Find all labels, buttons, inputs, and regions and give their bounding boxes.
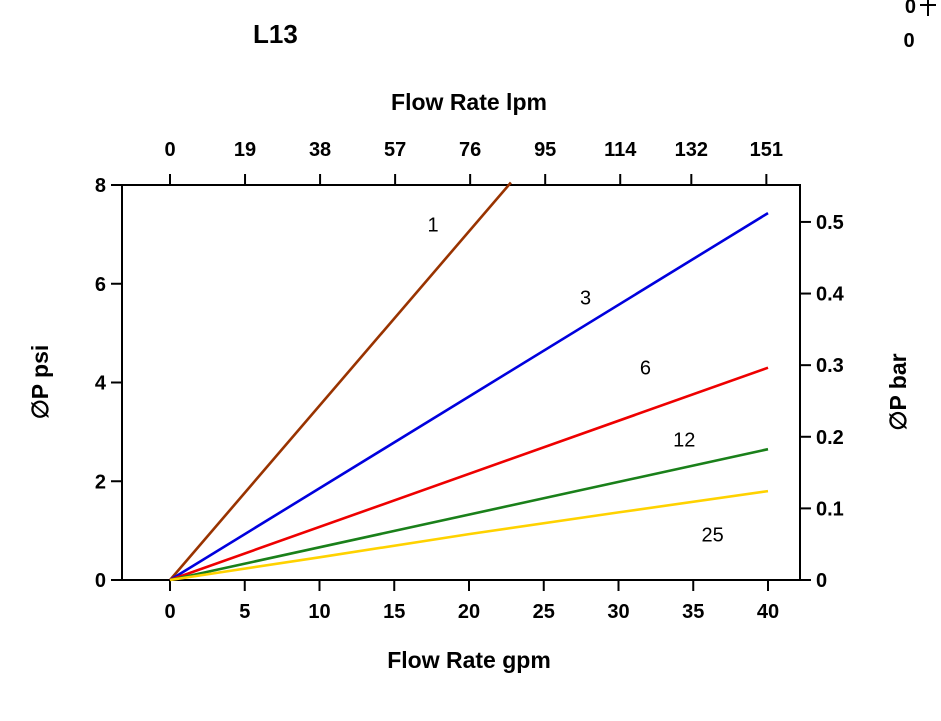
left-tick-label: 4: [95, 373, 107, 395]
top-tick-label: 132: [675, 139, 708, 161]
corner-fragment: 0 0: [903, 0, 936, 52]
left-tick-label: 6: [95, 274, 106, 296]
right-tick-label: 0.4: [816, 284, 845, 306]
top-axis: Flow Rate lpm 0 19 38 57 76 95 114 132 151: [164, 89, 783, 185]
bottom-tick-label: 30: [607, 601, 629, 623]
series-label-25: 25: [702, 525, 724, 547]
top-tick-label: 0: [164, 139, 175, 161]
series-label-3: 3: [580, 288, 591, 310]
bottom-tick-label: 20: [458, 601, 480, 623]
top-axis-ticks: 0 19 38 57 76 95 114 132 151: [164, 139, 783, 185]
top-tick-label: 95: [534, 139, 556, 161]
fragment-top-label: 0: [905, 0, 916, 18]
right-axis-title: ∅P bar: [885, 353, 911, 430]
series-labels: 1 3 6 12 25: [428, 215, 724, 547]
left-tick-label: 8: [95, 175, 106, 197]
top-tick-label: 76: [459, 139, 481, 161]
series-line-1: [169, 181, 512, 581]
plot-box: [121, 184, 801, 581]
series-line-3: [169, 211, 769, 582]
right-tick-label: 0.1: [816, 498, 844, 520]
top-tick-label: 57: [384, 139, 406, 161]
right-tick-label: 0: [816, 570, 827, 592]
bottom-tick-label: 40: [757, 601, 779, 623]
series-line-12: [169, 447, 769, 582]
top-tick-label: 151: [750, 139, 783, 161]
chart-title: L13: [253, 19, 298, 49]
series-line-6: [169, 366, 769, 582]
bottom-tick-label: 25: [533, 601, 555, 623]
right-tick-label: 0.3: [816, 355, 844, 377]
series-label-12: 12: [673, 429, 695, 451]
top-axis-title: Flow Rate lpm: [391, 89, 547, 115]
series-lines: [169, 181, 769, 582]
bottom-tick-label: 10: [308, 601, 330, 623]
top-tick-label: 114: [604, 139, 637, 161]
bottom-tick-label: 35: [682, 601, 704, 623]
series-line-25: [169, 489, 769, 582]
bottom-axis-title: Flow Rate gpm: [387, 647, 551, 673]
bottom-tick-label: 0: [164, 601, 175, 623]
left-axis-ticks: 0 2 4 6 8: [95, 175, 122, 592]
right-tick-label: 0.5: [816, 212, 844, 234]
fragment-bottom-label: 0: [903, 30, 914, 52]
series-label-1: 1: [428, 215, 439, 237]
bottom-tick-label: 15: [383, 601, 405, 623]
top-tick-label: 19: [234, 139, 256, 161]
right-tick-label: 0.2: [816, 427, 844, 449]
right-axis-ticks: 0 0.1 0.2 0.3 0.4 0.5: [800, 212, 845, 592]
bottom-axis-ticks: 0 5 10 15 20 25 30 35 40: [164, 580, 779, 623]
left-tick-label: 2: [95, 471, 106, 493]
left-axis: ∅P psi 0 2 4 6 8: [27, 175, 122, 592]
right-axis: ∅P bar 0 0.1 0.2 0.3 0.4 0.5: [800, 212, 911, 592]
left-tick-label: 0: [95, 570, 106, 592]
left-axis-title: ∅P psi: [27, 345, 53, 420]
series-label-6: 6: [640, 358, 651, 380]
plot-border: [121, 184, 801, 581]
bottom-axis: Flow Rate gpm 0 5 10 15 20 25 30 35 40: [164, 580, 779, 673]
top-tick-label: 38: [309, 139, 331, 161]
bottom-tick-label: 5: [239, 601, 250, 623]
